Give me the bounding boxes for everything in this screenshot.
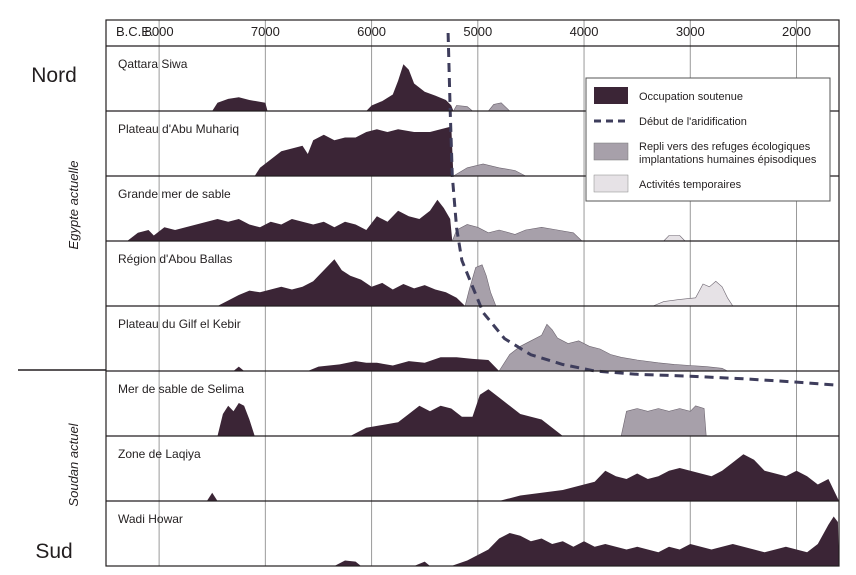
tick-label-7000: 7000 [251,24,280,39]
area-occupation-0-0 [212,97,268,111]
region-label-3: Région d'Abou Ballas [118,252,232,266]
region-label-4: Plateau du Gilf el Kebir [118,317,241,331]
region-label-7: Wadi Howar [118,512,183,526]
area-occupation-7-0 [334,560,361,566]
area-occupation-4-1 [307,357,500,371]
legend: Occupation soutenue Début de l'aridifica… [585,77,831,202]
legend-label-repli-line2: implantations humaines épisodiques [639,154,817,166]
area-occupation-5-0 [217,403,255,436]
region-label-0: Qattara Siwa [118,57,188,71]
area-occupation-0-1 [366,64,454,111]
legend-swatch-repli [593,142,629,161]
legend-swatch-occupation [594,87,628,104]
area-repli-2-1 [451,224,583,242]
area-repli-0-2 [452,105,474,112]
region-label-6: Zone de Laqiya [118,447,201,461]
tick-label-6000: 6000 [357,24,386,39]
tick-label-2000: 2000 [782,24,811,39]
legend-label-aridification: Début de l'aridification [639,116,747,128]
plot-areas [127,64,839,566]
region-labels: Qattara Siwa Plateau d'Abu Muhariq Grande … [118,57,244,526]
area-occupation-4-0 [233,366,245,371]
axis-label-bce: B.C.E. [116,24,154,39]
area-repli-0-3 [487,102,511,112]
area-occupation-6-0 [206,492,218,501]
area-repli-3-1 [464,264,497,307]
group-label-egypte: Egypte actuelle [66,161,81,250]
aridification-curve [446,32,840,387]
region-label-1: Plateau d'Abu Muhariq [118,122,239,136]
area-temporaire-2-2 [662,235,686,242]
legend-label-temporaire: Activités temporaires [639,179,742,191]
region-label-5: Mer de sable de Selima [118,382,244,396]
area-occupation-6-1 [499,454,839,501]
area-occupation-3-0 [217,259,466,306]
legend-label-repli: Repli vers des refuges écologiques impla… [639,141,817,166]
area-occupation-5-1 [350,389,563,436]
area-occupation-7-2 [451,516,839,566]
tick-label-3000: 3000 [676,24,705,39]
group-label-soudan: Soudan actuel [66,422,81,506]
label-sud: Sud [35,540,72,563]
aridification-layer [446,32,840,387]
area-occupation-1-0 [254,126,454,176]
area-repli-4-2 [498,323,728,372]
plot-border [105,19,840,567]
tick-label-4000: 4000 [570,24,599,39]
x-ticks: 8000 7000 6000 5000 4000 3000 2000 [145,24,811,39]
label-nord: Nord [31,64,77,87]
area-repli-5-2 [620,405,707,437]
area-repli-1-1 [452,163,526,177]
area-occupation-7-1 [414,561,430,566]
legend-label-repli-line1: Repli vers des refuges écologiques [639,141,811,153]
legend-swatch-temporaire [593,174,629,193]
area-occupation-2-0 [127,199,453,241]
legend-label-occupation: Occupation soutenue [639,91,743,103]
region-label-2: Grande mer de sable [118,187,231,201]
area-temporaire-3-2 [652,280,734,307]
tick-label-8000: 8000 [145,24,174,39]
tick-label-5000: 5000 [463,24,492,39]
